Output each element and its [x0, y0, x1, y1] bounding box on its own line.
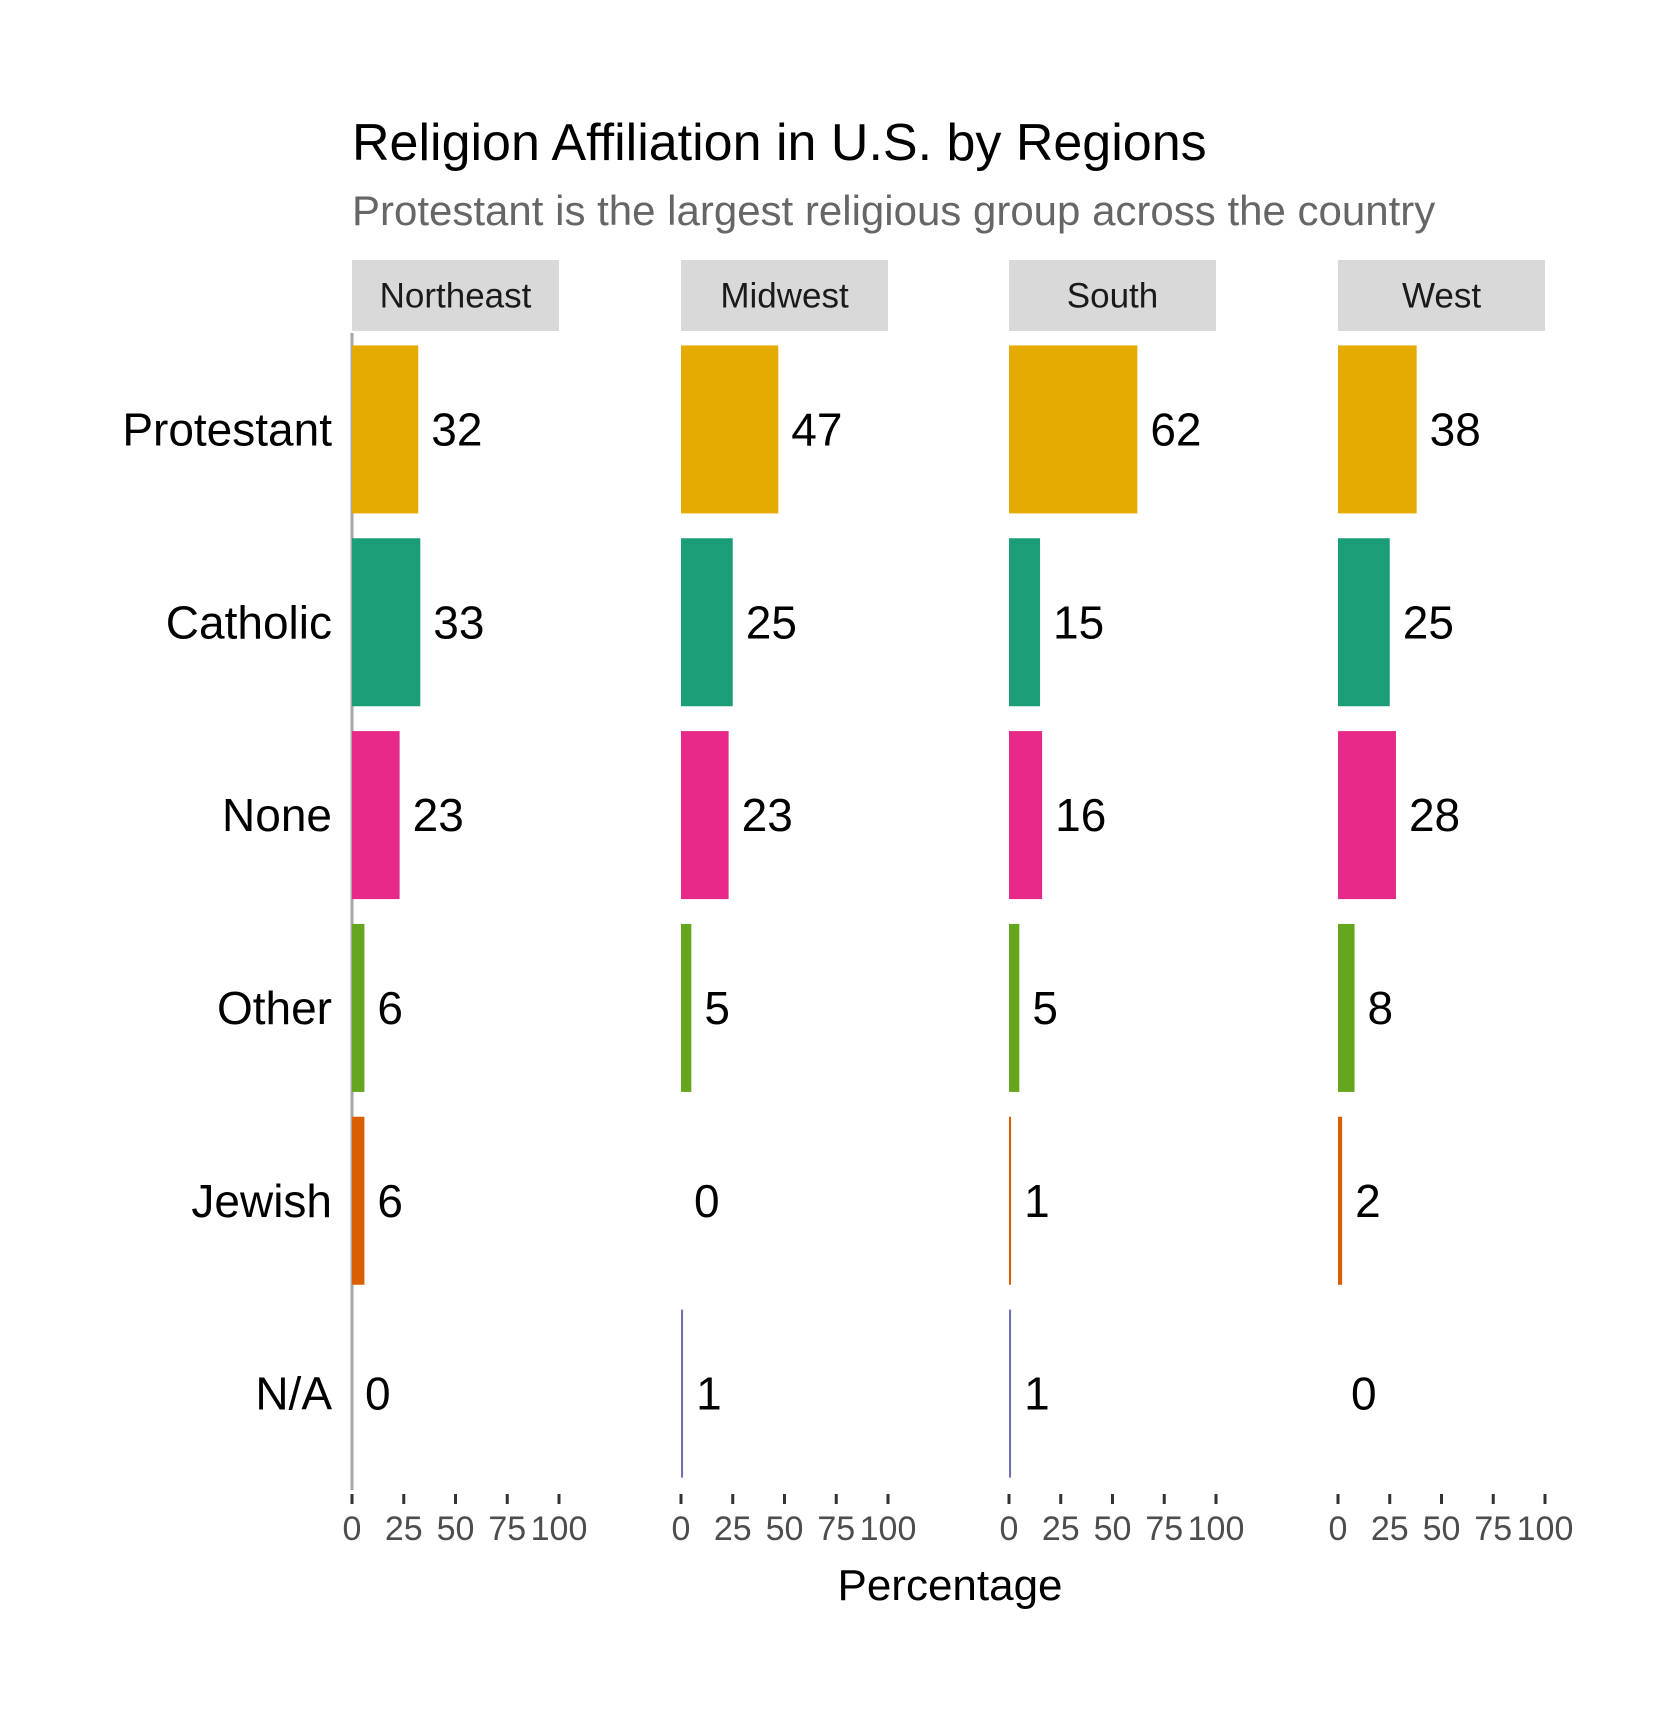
bar-northeast-2 — [352, 731, 400, 900]
chart-title: Religion Affiliation in U.S. by Regions — [352, 114, 1207, 172]
x-tick-label-west-0: 0 — [1329, 1510, 1348, 1548]
bar-south-5 — [1009, 1309, 1012, 1478]
data-label-south-1: 15 — [1053, 596, 1104, 648]
x-tick-label-northeast-2: 50 — [437, 1510, 475, 1548]
data-label-northeast-1: 33 — [433, 596, 484, 648]
bar-northeast-3 — [352, 923, 365, 1092]
y-tick-label-none: None — [222, 789, 332, 841]
x-tick-label-midwest-2: 50 — [766, 1510, 804, 1548]
x-tick-label-west-4: 100 — [1517, 1510, 1574, 1548]
x-axis-title: Percentage — [837, 1561, 1062, 1610]
bar-midwest-5 — [681, 1309, 684, 1478]
data-label-midwest-3: 5 — [704, 982, 730, 1034]
x-tick-label-west-1: 25 — [1371, 1510, 1409, 1548]
bar-west-1 — [1338, 538, 1390, 707]
data-label-midwest-5: 1 — [696, 1368, 722, 1420]
bar-south-1 — [1009, 538, 1041, 707]
facet-label-south: South — [1067, 277, 1158, 316]
y-tick-label-jewish: Jewish — [191, 1175, 332, 1227]
data-label-midwest-0: 47 — [791, 403, 842, 455]
x-tick-label-west-3: 75 — [1474, 1510, 1512, 1548]
data-label-midwest-1: 25 — [746, 596, 797, 648]
x-tick-label-south-1: 25 — [1042, 1510, 1080, 1548]
x-tick-label-south-4: 100 — [1188, 1510, 1245, 1548]
x-tick-label-northeast-1: 25 — [385, 1510, 423, 1548]
x-tick-label-midwest-4: 100 — [860, 1510, 917, 1548]
y-tick-label-n-a: N/A — [255, 1368, 332, 1420]
data-label-west-3: 8 — [1368, 982, 1394, 1034]
bar-west-3 — [1338, 923, 1355, 1092]
bar-northeast-1 — [352, 538, 421, 707]
x-tick-label-south-2: 50 — [1094, 1510, 1132, 1548]
bar-south-4 — [1009, 1116, 1012, 1285]
x-tick-label-south-0: 0 — [1000, 1510, 1019, 1548]
data-label-south-2: 16 — [1055, 789, 1106, 841]
data-label-northeast-0: 32 — [431, 403, 482, 455]
data-label-midwest-4: 0 — [694, 1175, 720, 1227]
data-label-northeast-4: 6 — [377, 1175, 403, 1227]
data-label-south-3: 5 — [1032, 982, 1058, 1034]
bar-northeast-4 — [352, 1116, 365, 1285]
chart-subtitle: Protestant is the largest religious grou… — [352, 187, 1435, 234]
data-label-south-5: 1 — [1024, 1368, 1050, 1420]
bar-northeast-0 — [352, 345, 419, 514]
data-label-west-4: 2 — [1355, 1175, 1381, 1227]
data-label-midwest-2: 23 — [742, 789, 793, 841]
bar-midwest-1 — [681, 538, 733, 707]
bar-south-3 — [1009, 923, 1020, 1092]
x-tick-label-midwest-1: 25 — [714, 1510, 752, 1548]
bar-west-2 — [1338, 731, 1396, 900]
x-tick-label-midwest-0: 0 — [672, 1510, 691, 1548]
facet-strip-west — [1338, 260, 1545, 331]
facet-strip-midwest — [681, 260, 888, 331]
data-label-west-2: 28 — [1409, 789, 1460, 841]
bar-west-0 — [1338, 345, 1417, 514]
y-tick-label-other: Other — [217, 982, 332, 1034]
x-tick-label-northeast-4: 100 — [531, 1510, 588, 1548]
data-label-west-0: 38 — [1430, 403, 1481, 455]
facet-strip-south — [1009, 260, 1216, 331]
facet-strip-northeast — [352, 260, 559, 331]
data-label-northeast-5: 0 — [365, 1368, 391, 1420]
bar-midwest-3 — [681, 923, 692, 1092]
x-tick-label-west-2: 50 — [1423, 1510, 1461, 1548]
bar-midwest-2 — [681, 731, 729, 900]
facet-label-midwest: Midwest — [720, 277, 849, 316]
plot-area: Protestant Catholic None Other Jewish N/A Nort… — [122, 260, 1573, 1548]
data-label-south-0: 62 — [1150, 403, 1201, 455]
facet-label-west: West — [1402, 277, 1481, 316]
bar-midwest-0 — [681, 345, 779, 514]
data-label-northeast-2: 23 — [413, 789, 464, 841]
data-label-northeast-3: 6 — [377, 982, 403, 1034]
x-tick-label-midwest-3: 75 — [817, 1510, 855, 1548]
y-tick-label-catholic: Catholic — [166, 596, 332, 648]
x-tick-label-northeast-3: 75 — [488, 1510, 526, 1548]
y-tick-label-protestant: Protestant — [122, 403, 332, 455]
x-tick-label-south-3: 75 — [1145, 1510, 1183, 1548]
data-label-south-4: 1 — [1024, 1175, 1050, 1227]
data-label-west-1: 25 — [1403, 596, 1454, 648]
data-label-west-5: 0 — [1351, 1368, 1377, 1420]
x-tick-label-northeast-0: 0 — [343, 1510, 362, 1548]
bar-south-2 — [1009, 731, 1043, 900]
bar-west-4 — [1338, 1116, 1343, 1285]
bar-south-0 — [1009, 345, 1138, 514]
facet-label-northeast: Northeast — [380, 277, 532, 316]
